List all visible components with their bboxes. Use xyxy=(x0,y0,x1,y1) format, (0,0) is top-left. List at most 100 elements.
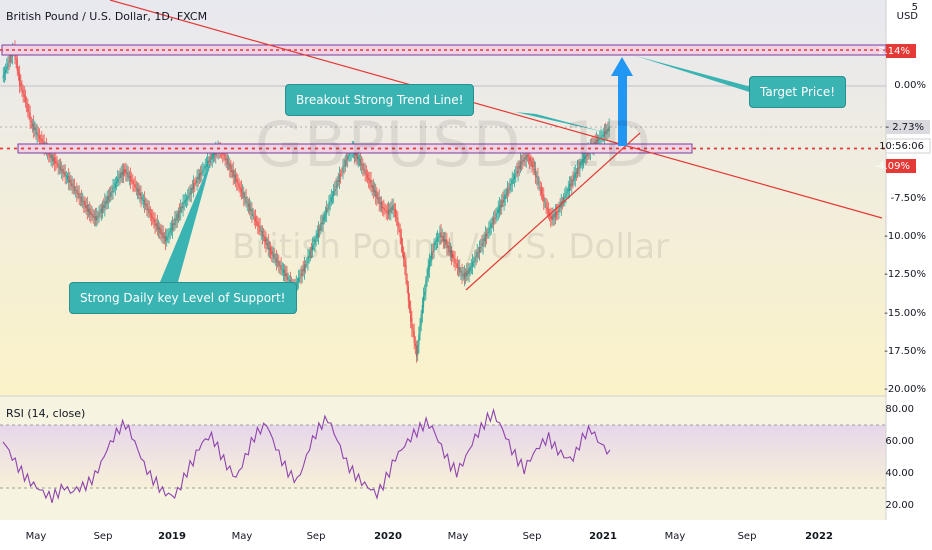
candle-body xyxy=(94,216,97,221)
candle-body xyxy=(110,191,112,197)
uptrend-line[interactable] xyxy=(465,132,641,291)
rsi-label[interactable]: RSI (14, close) xyxy=(6,407,86,420)
candle-body xyxy=(540,187,543,195)
candle-body xyxy=(538,183,540,185)
candle-body xyxy=(9,55,11,63)
candle-body xyxy=(572,179,574,181)
candle-body xyxy=(464,272,467,276)
candle-body xyxy=(342,166,344,173)
candle-body xyxy=(174,218,176,226)
candle-body xyxy=(513,175,516,180)
candle-body xyxy=(601,135,603,137)
candle-body xyxy=(328,202,330,209)
candle-body xyxy=(399,229,401,238)
candle-body xyxy=(176,214,178,221)
candle-body xyxy=(463,272,465,279)
candle-body xyxy=(52,157,55,162)
candle-body xyxy=(68,175,70,183)
candle-body xyxy=(470,266,472,267)
candle-body xyxy=(322,216,324,225)
candle-body xyxy=(120,172,122,179)
candle-body xyxy=(469,267,471,272)
candle-body xyxy=(250,208,252,212)
candle-body xyxy=(131,180,133,182)
candle-body xyxy=(362,163,364,170)
candle-body xyxy=(208,160,210,163)
candle-body xyxy=(80,196,83,202)
candle-body xyxy=(312,245,314,251)
candle-body xyxy=(113,187,115,189)
candle-body xyxy=(159,226,161,233)
candle-body xyxy=(606,128,608,135)
rsi-band xyxy=(0,425,886,488)
candle-body xyxy=(118,177,120,179)
support-zone xyxy=(17,143,693,154)
candle-body xyxy=(503,195,505,203)
support-callout[interactable]: Strong Daily key Level of Support! xyxy=(69,282,297,314)
y-tick-7: -20.00% xyxy=(884,384,926,395)
candle-body xyxy=(82,200,84,202)
y-tick-5: -15.00% xyxy=(884,308,926,319)
candle-body xyxy=(600,136,602,138)
candle-body xyxy=(386,211,388,213)
candle-body xyxy=(134,184,136,188)
candle-body xyxy=(438,236,440,238)
candle-body xyxy=(489,227,491,229)
candle-body xyxy=(586,153,588,156)
candle-body xyxy=(6,66,8,70)
currency-label[interactable]: 5 USD xyxy=(897,3,918,22)
candle-body xyxy=(529,156,531,162)
candle-body xyxy=(393,209,395,210)
candle-body xyxy=(72,186,74,188)
candle-body xyxy=(410,307,412,322)
current-badge-bg xyxy=(886,120,930,134)
candle-body xyxy=(495,213,497,219)
candle-body xyxy=(20,82,22,87)
candle-body xyxy=(256,221,258,223)
candle-body xyxy=(376,192,378,199)
x-tick-1: Sep xyxy=(93,531,113,542)
candle-body xyxy=(315,237,317,240)
candle-body xyxy=(561,201,564,203)
candle-body xyxy=(563,197,565,202)
candle-body xyxy=(310,250,313,252)
candle-body xyxy=(149,212,151,215)
candle-body xyxy=(424,291,426,296)
candle-body xyxy=(487,232,489,234)
candle-body xyxy=(396,218,398,219)
candle-body xyxy=(504,194,506,200)
candle-body xyxy=(598,139,600,141)
support-badge-bg xyxy=(886,159,916,173)
candle-body xyxy=(309,250,311,257)
candle-body xyxy=(152,217,154,220)
candle-body xyxy=(340,174,342,176)
candle-body xyxy=(436,237,439,241)
candle-body xyxy=(570,183,572,186)
candle-body xyxy=(565,193,567,197)
candle-body xyxy=(301,269,303,277)
candle-body xyxy=(585,155,587,158)
candle-body xyxy=(261,231,264,237)
target-callout[interactable]: Target Price! xyxy=(749,76,847,108)
candle-body xyxy=(277,261,279,263)
candle-body xyxy=(316,233,318,238)
candle-body xyxy=(485,233,488,237)
candle-body xyxy=(58,166,60,168)
candle-body xyxy=(543,194,545,202)
candle-body xyxy=(266,242,268,246)
candle-body xyxy=(321,222,323,224)
candle-body xyxy=(425,280,427,292)
candle-body xyxy=(185,198,188,201)
candle-body xyxy=(183,202,185,204)
candle-body xyxy=(468,268,470,275)
countdown-badge-bg xyxy=(885,138,931,154)
candle-body xyxy=(21,86,23,90)
candle-body xyxy=(194,182,196,185)
candle-body xyxy=(383,207,385,210)
breakout-callout[interactable]: Breakout Strong Trend Line! xyxy=(285,84,475,116)
candle-body xyxy=(41,138,43,143)
candle-body xyxy=(496,213,498,214)
candle-body xyxy=(554,212,557,218)
downtrend-line[interactable] xyxy=(109,0,883,219)
